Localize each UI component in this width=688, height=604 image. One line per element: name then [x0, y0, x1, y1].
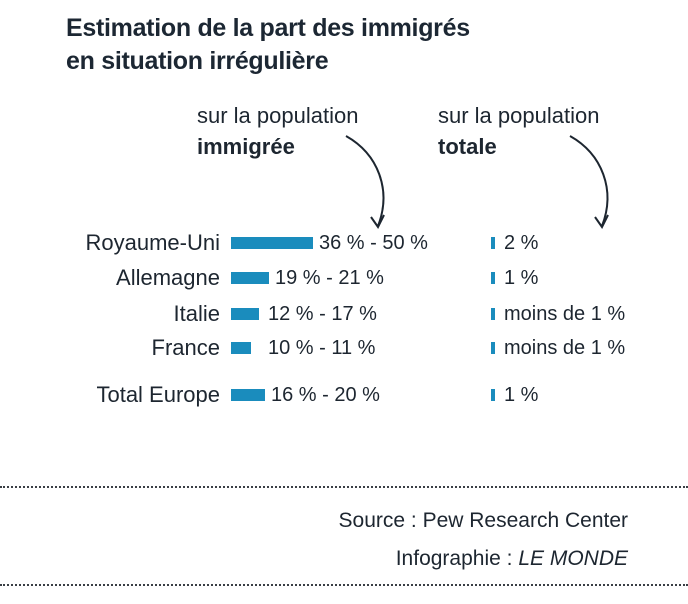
- arrow-immigree-icon: [345, 135, 385, 229]
- chart-row: France 10 % - 11 % moins de 1 %: [0, 333, 688, 363]
- divider-top: [0, 486, 688, 488]
- value-label-totale: moins de 1 %: [504, 303, 626, 325]
- title-line-1: Estimation de la part des immigrés: [66, 14, 470, 42]
- bar-immigree: [231, 308, 259, 320]
- value-label-immigree: 16 % - 20 %: [271, 384, 380, 406]
- chart-title: Estimation de la part des immigrés en si…: [66, 12, 626, 78]
- divider-bottom: [0, 584, 688, 586]
- bar-totale: [491, 237, 495, 249]
- bar-immigree: [231, 237, 313, 249]
- bar-totale: [491, 272, 495, 284]
- credit-text: Infographie : LE MONDE: [396, 545, 628, 573]
- credit-prefix: Infographie :: [395, 547, 519, 570]
- value-label-totale: moins de 1 %: [504, 337, 626, 359]
- category-label: Allemagne: [116, 265, 220, 290]
- chart-row: Allemagne 19 % - 21 % 1 %: [0, 263, 688, 293]
- column-header-totale-line1: sur la population: [438, 103, 600, 128]
- category-label: Royaume-Uni: [85, 230, 221, 255]
- bar-immigree: [231, 342, 251, 354]
- bar-totale: [491, 389, 495, 401]
- bar-immigree: [231, 389, 265, 401]
- value-label-immigree: 10 % - 11 %: [268, 337, 376, 359]
- value-label-immigree: 19 % - 21 %: [275, 267, 384, 289]
- value-label-totale: 1 %: [504, 267, 539, 289]
- column-header-immigree: sur la population immigrée: [197, 100, 358, 162]
- title-line-2: en situation irrégulière: [66, 47, 329, 75]
- bar-totale: [491, 342, 495, 354]
- category-label: Italie: [173, 301, 220, 326]
- chart-row: Total Europe 16 % - 20 % 1 %: [0, 380, 688, 410]
- arrow-totale-icon: [569, 135, 609, 229]
- value-label-immigree: 36 % - 50 %: [319, 232, 428, 254]
- credit-name: LE MONDE: [518, 547, 628, 570]
- value-label-immigree: 12 % - 17 %: [268, 303, 377, 325]
- value-label-totale: 1 %: [504, 384, 539, 406]
- column-header-immigree-line2: immigrée: [197, 134, 295, 159]
- bar-immigree: [231, 272, 269, 284]
- chart-row: Italie 12 % - 17 % moins de 1 %: [0, 299, 688, 329]
- chart-row: Royaume-Uni 36 % - 50 % 2 %: [0, 228, 688, 258]
- bar-totale: [491, 308, 495, 320]
- category-label: France: [151, 335, 220, 360]
- category-label: Total Europe: [96, 382, 220, 407]
- column-header-totale-line2: totale: [438, 134, 497, 159]
- column-header-totale: sur la population totale: [438, 100, 599, 162]
- source-text: Source : Pew Research Center: [338, 509, 628, 532]
- value-label-totale: 2 %: [504, 232, 539, 254]
- column-header-immigree-line1: sur la population: [197, 103, 359, 128]
